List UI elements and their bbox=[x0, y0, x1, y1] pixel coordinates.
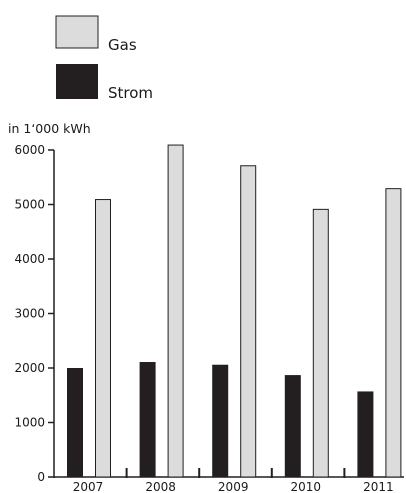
legend-item-gas: Gas bbox=[55, 15, 137, 54]
bar-strom-2010 bbox=[284, 375, 301, 477]
bar-gas-2007 bbox=[95, 199, 111, 478]
y-tick-label: 3000 bbox=[14, 307, 45, 321]
legend-item-strom: Strom bbox=[56, 64, 153, 102]
x-tick-label: 2007 bbox=[73, 480, 104, 493]
bar-gas-2009 bbox=[240, 165, 257, 478]
y-tick-label: 1000 bbox=[14, 416, 45, 430]
y-axis-ticks: 0 1000 2000 3000 4000 5000 6000 bbox=[14, 143, 54, 484]
x-tick-label: 2010 bbox=[291, 480, 322, 493]
bars bbox=[67, 144, 402, 478]
bar-gas-2010 bbox=[312, 208, 329, 478]
y-tick-label: 5000 bbox=[14, 198, 45, 212]
bar-strom-2011 bbox=[357, 391, 374, 477]
bar-strom-2009 bbox=[212, 364, 229, 477]
legend: Gas Strom bbox=[55, 15, 153, 102]
y-tick-label: 6000 bbox=[14, 143, 45, 157]
bar-strom-2008 bbox=[139, 362, 156, 477]
y-tick-label: 4000 bbox=[14, 252, 45, 266]
legend-swatch-strom bbox=[56, 64, 98, 99]
y-tick-label: 2000 bbox=[14, 361, 45, 375]
legend-label-strom: Strom bbox=[108, 84, 153, 102]
x-tick-label: 2011 bbox=[363, 480, 394, 493]
bar-strom-2007 bbox=[67, 368, 83, 477]
bar-gas-2008 bbox=[167, 144, 184, 478]
bar-gas-2011 bbox=[385, 188, 402, 478]
legend-swatch-gas bbox=[55, 15, 99, 49]
x-tick-label: 2008 bbox=[145, 480, 176, 493]
x-tick-label: 2009 bbox=[218, 480, 249, 493]
x-axis-ticks: 2007 2008 2009 2010 2011 bbox=[73, 468, 394, 493]
y-axis-unit-label: in 1‘000 kWh bbox=[8, 121, 91, 136]
y-tick-label: 0 bbox=[37, 470, 45, 484]
legend-label-gas: Gas bbox=[108, 36, 137, 54]
